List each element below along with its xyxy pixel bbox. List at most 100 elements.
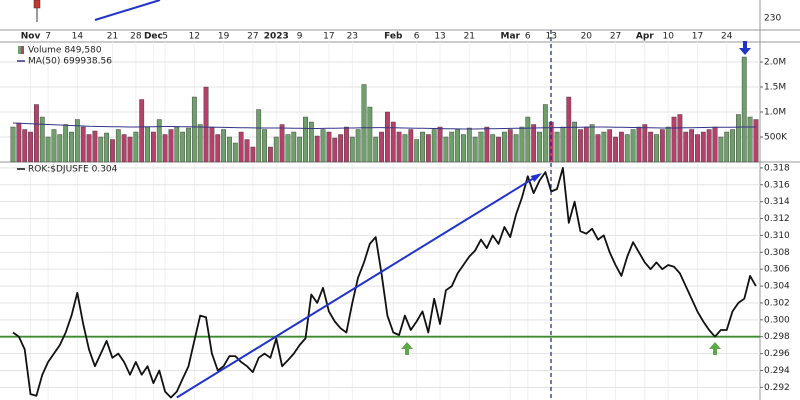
volume-bar bbox=[28, 131, 33, 163]
volume-bar bbox=[542, 104, 548, 163]
volume-bar bbox=[396, 131, 402, 163]
x-tick-label: 7 bbox=[45, 32, 51, 42]
trendline bbox=[176, 173, 541, 399]
volume-bar bbox=[314, 135, 320, 163]
y-tick-label: 500K bbox=[764, 133, 788, 143]
volume-bar bbox=[665, 126, 671, 163]
volume-bar bbox=[127, 136, 133, 163]
y-tick-label: 0.294 bbox=[764, 366, 790, 376]
volume-bar bbox=[256, 109, 262, 163]
price-tick-label: 230 bbox=[764, 14, 781, 24]
volume-bar bbox=[730, 129, 735, 163]
volume-bar bbox=[115, 129, 121, 163]
volume-bar bbox=[98, 136, 104, 163]
volume-bar bbox=[619, 131, 624, 163]
volume-bar bbox=[648, 131, 654, 163]
volume-bar bbox=[589, 124, 595, 163]
volume-bar bbox=[10, 126, 16, 163]
price-trendline bbox=[94, 0, 161, 21]
x-tick-label: 28 bbox=[130, 32, 142, 42]
volume-bar bbox=[566, 96, 572, 163]
volume-bar bbox=[390, 121, 396, 163]
volume-bar bbox=[221, 129, 226, 163]
x-tick-label: 27 bbox=[247, 32, 258, 42]
y-tick-label: 0.316 bbox=[764, 180, 790, 190]
volume-bar bbox=[238, 131, 244, 163]
volume-bar bbox=[461, 134, 466, 163]
volume-bar bbox=[706, 129, 712, 163]
volume-bar bbox=[232, 142, 238, 163]
volume-bar bbox=[531, 124, 537, 163]
volume-bar bbox=[537, 131, 542, 163]
volume-bar bbox=[572, 121, 578, 163]
volume-bar bbox=[180, 131, 186, 163]
volume-bar bbox=[630, 129, 636, 163]
volume-bar bbox=[121, 134, 127, 163]
y-tick-label: 0.318 bbox=[764, 163, 790, 173]
volume-bar bbox=[227, 136, 232, 163]
volume-bar bbox=[636, 126, 642, 163]
volume-bar bbox=[373, 136, 379, 163]
volume-bar bbox=[273, 136, 279, 163]
y-tick-label: 0.302 bbox=[764, 298, 790, 308]
volume-bar bbox=[133, 131, 139, 163]
volume-bar bbox=[478, 131, 484, 163]
volume-bar bbox=[174, 126, 180, 163]
volume-bar bbox=[22, 129, 28, 163]
y-tick-label: 0.296 bbox=[764, 349, 790, 359]
volume-bar bbox=[601, 131, 607, 163]
volume-bar bbox=[303, 116, 308, 163]
x-tick-label: 13 bbox=[545, 32, 556, 42]
volume-bar bbox=[560, 126, 566, 163]
volume-bar bbox=[554, 131, 560, 163]
volume-bar bbox=[753, 119, 759, 163]
volume-bar bbox=[607, 129, 613, 163]
x-tick-label: 9 bbox=[297, 32, 303, 42]
arrow bbox=[739, 41, 751, 55]
volume-bar bbox=[145, 126, 150, 163]
volume-bar bbox=[507, 129, 513, 163]
volume-bar bbox=[45, 136, 51, 163]
volume-bar bbox=[308, 121, 314, 163]
y-tick-label: 0.310 bbox=[764, 231, 790, 241]
volume-bar bbox=[104, 132, 110, 163]
volume-bar bbox=[425, 134, 431, 163]
volume-bar bbox=[431, 129, 437, 163]
volume-bar bbox=[466, 127, 472, 163]
x-tick-label: Feb bbox=[384, 32, 403, 42]
volume-bar bbox=[39, 116, 45, 163]
x-tick-label: Mar bbox=[501, 32, 521, 42]
volume-bar bbox=[80, 126, 86, 163]
x-tick-label: 2023 bbox=[264, 32, 289, 42]
legend-swatch bbox=[21, 46, 24, 54]
volume-bar bbox=[34, 104, 39, 163]
y-tick-label: 1.5M bbox=[764, 83, 786, 93]
y-tick-label: 0.292 bbox=[764, 383, 790, 393]
x-tick-label: 19 bbox=[218, 32, 230, 42]
y-tick-label: 0.314 bbox=[764, 197, 790, 207]
volume-bar bbox=[437, 126, 443, 163]
x-tick-label: 12 bbox=[189, 32, 200, 42]
volume-bar bbox=[156, 119, 162, 163]
volume-bar bbox=[490, 134, 496, 163]
ratio-legend: ROK:$DJUSFE 0.304 bbox=[28, 165, 118, 175]
volume-bar bbox=[69, 131, 74, 163]
x-tick-label: 20 bbox=[581, 32, 593, 42]
volume-bar bbox=[344, 126, 349, 163]
volume-bar bbox=[279, 124, 285, 163]
volume-bar bbox=[297, 136, 303, 163]
volume-bar bbox=[291, 131, 297, 163]
volume-bar bbox=[285, 134, 291, 163]
x-tick-label: 14 bbox=[72, 32, 84, 42]
volume-bar bbox=[519, 126, 525, 163]
y-tick-label: 0.312 bbox=[764, 214, 790, 224]
y-tick-label: 0.300 bbox=[764, 315, 790, 325]
volume-bar bbox=[92, 130, 98, 163]
volume-bar bbox=[402, 134, 408, 163]
volume-bar bbox=[379, 131, 384, 163]
ma-line bbox=[12, 122, 756, 130]
x-tick-label: 6 bbox=[525, 32, 531, 42]
volume-bar bbox=[74, 119, 80, 163]
x-tick-label: 13 bbox=[434, 32, 445, 42]
